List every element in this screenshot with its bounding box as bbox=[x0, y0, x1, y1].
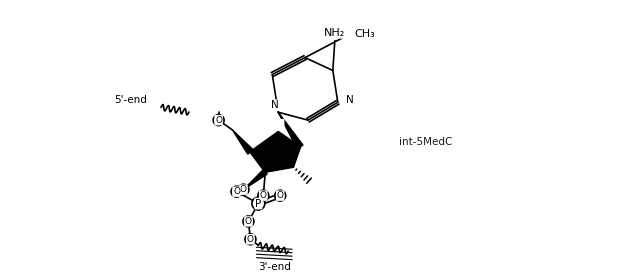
Text: 5'-end: 5'-end bbox=[114, 95, 147, 105]
Circle shape bbox=[238, 184, 249, 195]
Polygon shape bbox=[232, 130, 253, 154]
Circle shape bbox=[258, 190, 269, 201]
Circle shape bbox=[231, 186, 242, 197]
Circle shape bbox=[252, 197, 265, 210]
Polygon shape bbox=[278, 112, 303, 149]
Text: P: P bbox=[255, 198, 262, 209]
Text: NH₂: NH₂ bbox=[324, 28, 345, 38]
Text: O: O bbox=[247, 235, 254, 244]
Polygon shape bbox=[244, 170, 267, 190]
Text: CH₃: CH₃ bbox=[355, 29, 376, 39]
Text: O: O bbox=[277, 191, 284, 200]
Circle shape bbox=[213, 115, 224, 126]
Text: N: N bbox=[346, 95, 353, 105]
Text: O: O bbox=[277, 120, 284, 129]
Text: O: O bbox=[233, 187, 240, 196]
Text: O: O bbox=[215, 116, 222, 125]
Text: O: O bbox=[260, 191, 267, 200]
Text: int-5MedC: int-5MedC bbox=[399, 137, 453, 147]
Circle shape bbox=[245, 234, 256, 245]
Text: N: N bbox=[272, 100, 279, 110]
Text: O: O bbox=[240, 185, 247, 194]
Text: O: O bbox=[245, 217, 252, 226]
Text: 3'-end: 3'-end bbox=[258, 262, 291, 272]
Circle shape bbox=[275, 190, 286, 201]
Polygon shape bbox=[250, 132, 300, 172]
Circle shape bbox=[243, 216, 254, 227]
